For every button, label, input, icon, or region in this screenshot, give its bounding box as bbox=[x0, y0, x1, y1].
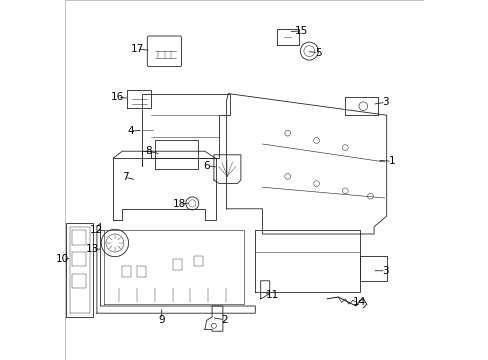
Text: 11: 11 bbox=[265, 290, 279, 300]
Text: 9: 9 bbox=[158, 315, 164, 325]
Text: 14: 14 bbox=[352, 297, 366, 307]
Text: 8: 8 bbox=[145, 146, 151, 156]
Text: 10: 10 bbox=[56, 254, 69, 264]
Text: 4: 4 bbox=[127, 126, 133, 136]
Text: 16: 16 bbox=[111, 92, 124, 102]
Text: 5: 5 bbox=[315, 48, 321, 58]
Text: 13: 13 bbox=[86, 244, 99, 254]
Bar bbox=[72, 252, 86, 266]
Bar bbox=[72, 230, 86, 245]
Text: 17: 17 bbox=[130, 44, 143, 54]
Text: 12: 12 bbox=[89, 225, 102, 235]
Text: 6: 6 bbox=[203, 161, 209, 171]
Text: 7: 7 bbox=[122, 172, 128, 182]
Text: 18: 18 bbox=[172, 199, 185, 210]
Bar bbox=[172, 259, 181, 270]
Text: 15: 15 bbox=[294, 26, 307, 36]
Text: 2: 2 bbox=[221, 315, 227, 325]
Text: 3: 3 bbox=[382, 97, 388, 107]
Bar bbox=[122, 266, 131, 277]
Bar bbox=[136, 266, 145, 277]
Text: 1: 1 bbox=[388, 156, 395, 166]
Text: 3: 3 bbox=[382, 266, 388, 276]
Bar bbox=[72, 274, 86, 288]
Bar bbox=[194, 256, 203, 266]
